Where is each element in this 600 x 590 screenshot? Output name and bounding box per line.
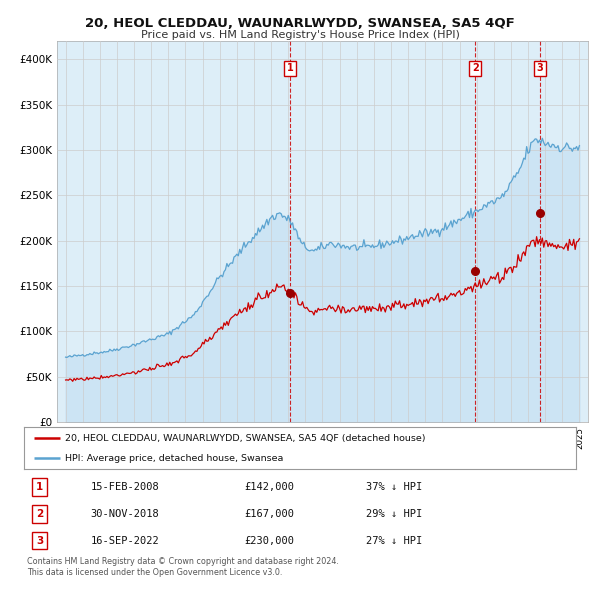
Text: 2: 2 <box>36 509 43 519</box>
Text: 20, HEOL CLEDDAU, WAUNARLWYDD, SWANSEA, SA5 4QF: 20, HEOL CLEDDAU, WAUNARLWYDD, SWANSEA, … <box>85 17 515 30</box>
Text: 37% ↓ HPI: 37% ↓ HPI <box>366 482 422 492</box>
Text: 20, HEOL CLEDDAU, WAUNARLWYDD, SWANSEA, SA5 4QF (detached house): 20, HEOL CLEDDAU, WAUNARLWYDD, SWANSEA, … <box>65 434 426 443</box>
Text: This data is licensed under the Open Government Licence v3.0.: This data is licensed under the Open Gov… <box>27 568 283 576</box>
Text: Price paid vs. HM Land Registry's House Price Index (HPI): Price paid vs. HM Land Registry's House … <box>140 30 460 40</box>
Text: £142,000: £142,000 <box>245 482 295 492</box>
Text: £167,000: £167,000 <box>245 509 295 519</box>
Text: 27% ↓ HPI: 27% ↓ HPI <box>366 536 422 546</box>
Text: 29% ↓ HPI: 29% ↓ HPI <box>366 509 422 519</box>
Text: £230,000: £230,000 <box>245 536 295 546</box>
Text: 3: 3 <box>537 64 544 74</box>
Text: 1: 1 <box>287 64 293 74</box>
Text: 15-FEB-2008: 15-FEB-2008 <box>90 482 159 492</box>
Text: 2: 2 <box>472 64 479 74</box>
Text: 3: 3 <box>36 536 43 546</box>
Text: Contains HM Land Registry data © Crown copyright and database right 2024.: Contains HM Land Registry data © Crown c… <box>27 557 339 566</box>
Text: 1: 1 <box>36 482 43 492</box>
Text: 16-SEP-2022: 16-SEP-2022 <box>90 536 159 546</box>
Text: 30-NOV-2018: 30-NOV-2018 <box>90 509 159 519</box>
Text: HPI: Average price, detached house, Swansea: HPI: Average price, detached house, Swan… <box>65 454 284 463</box>
